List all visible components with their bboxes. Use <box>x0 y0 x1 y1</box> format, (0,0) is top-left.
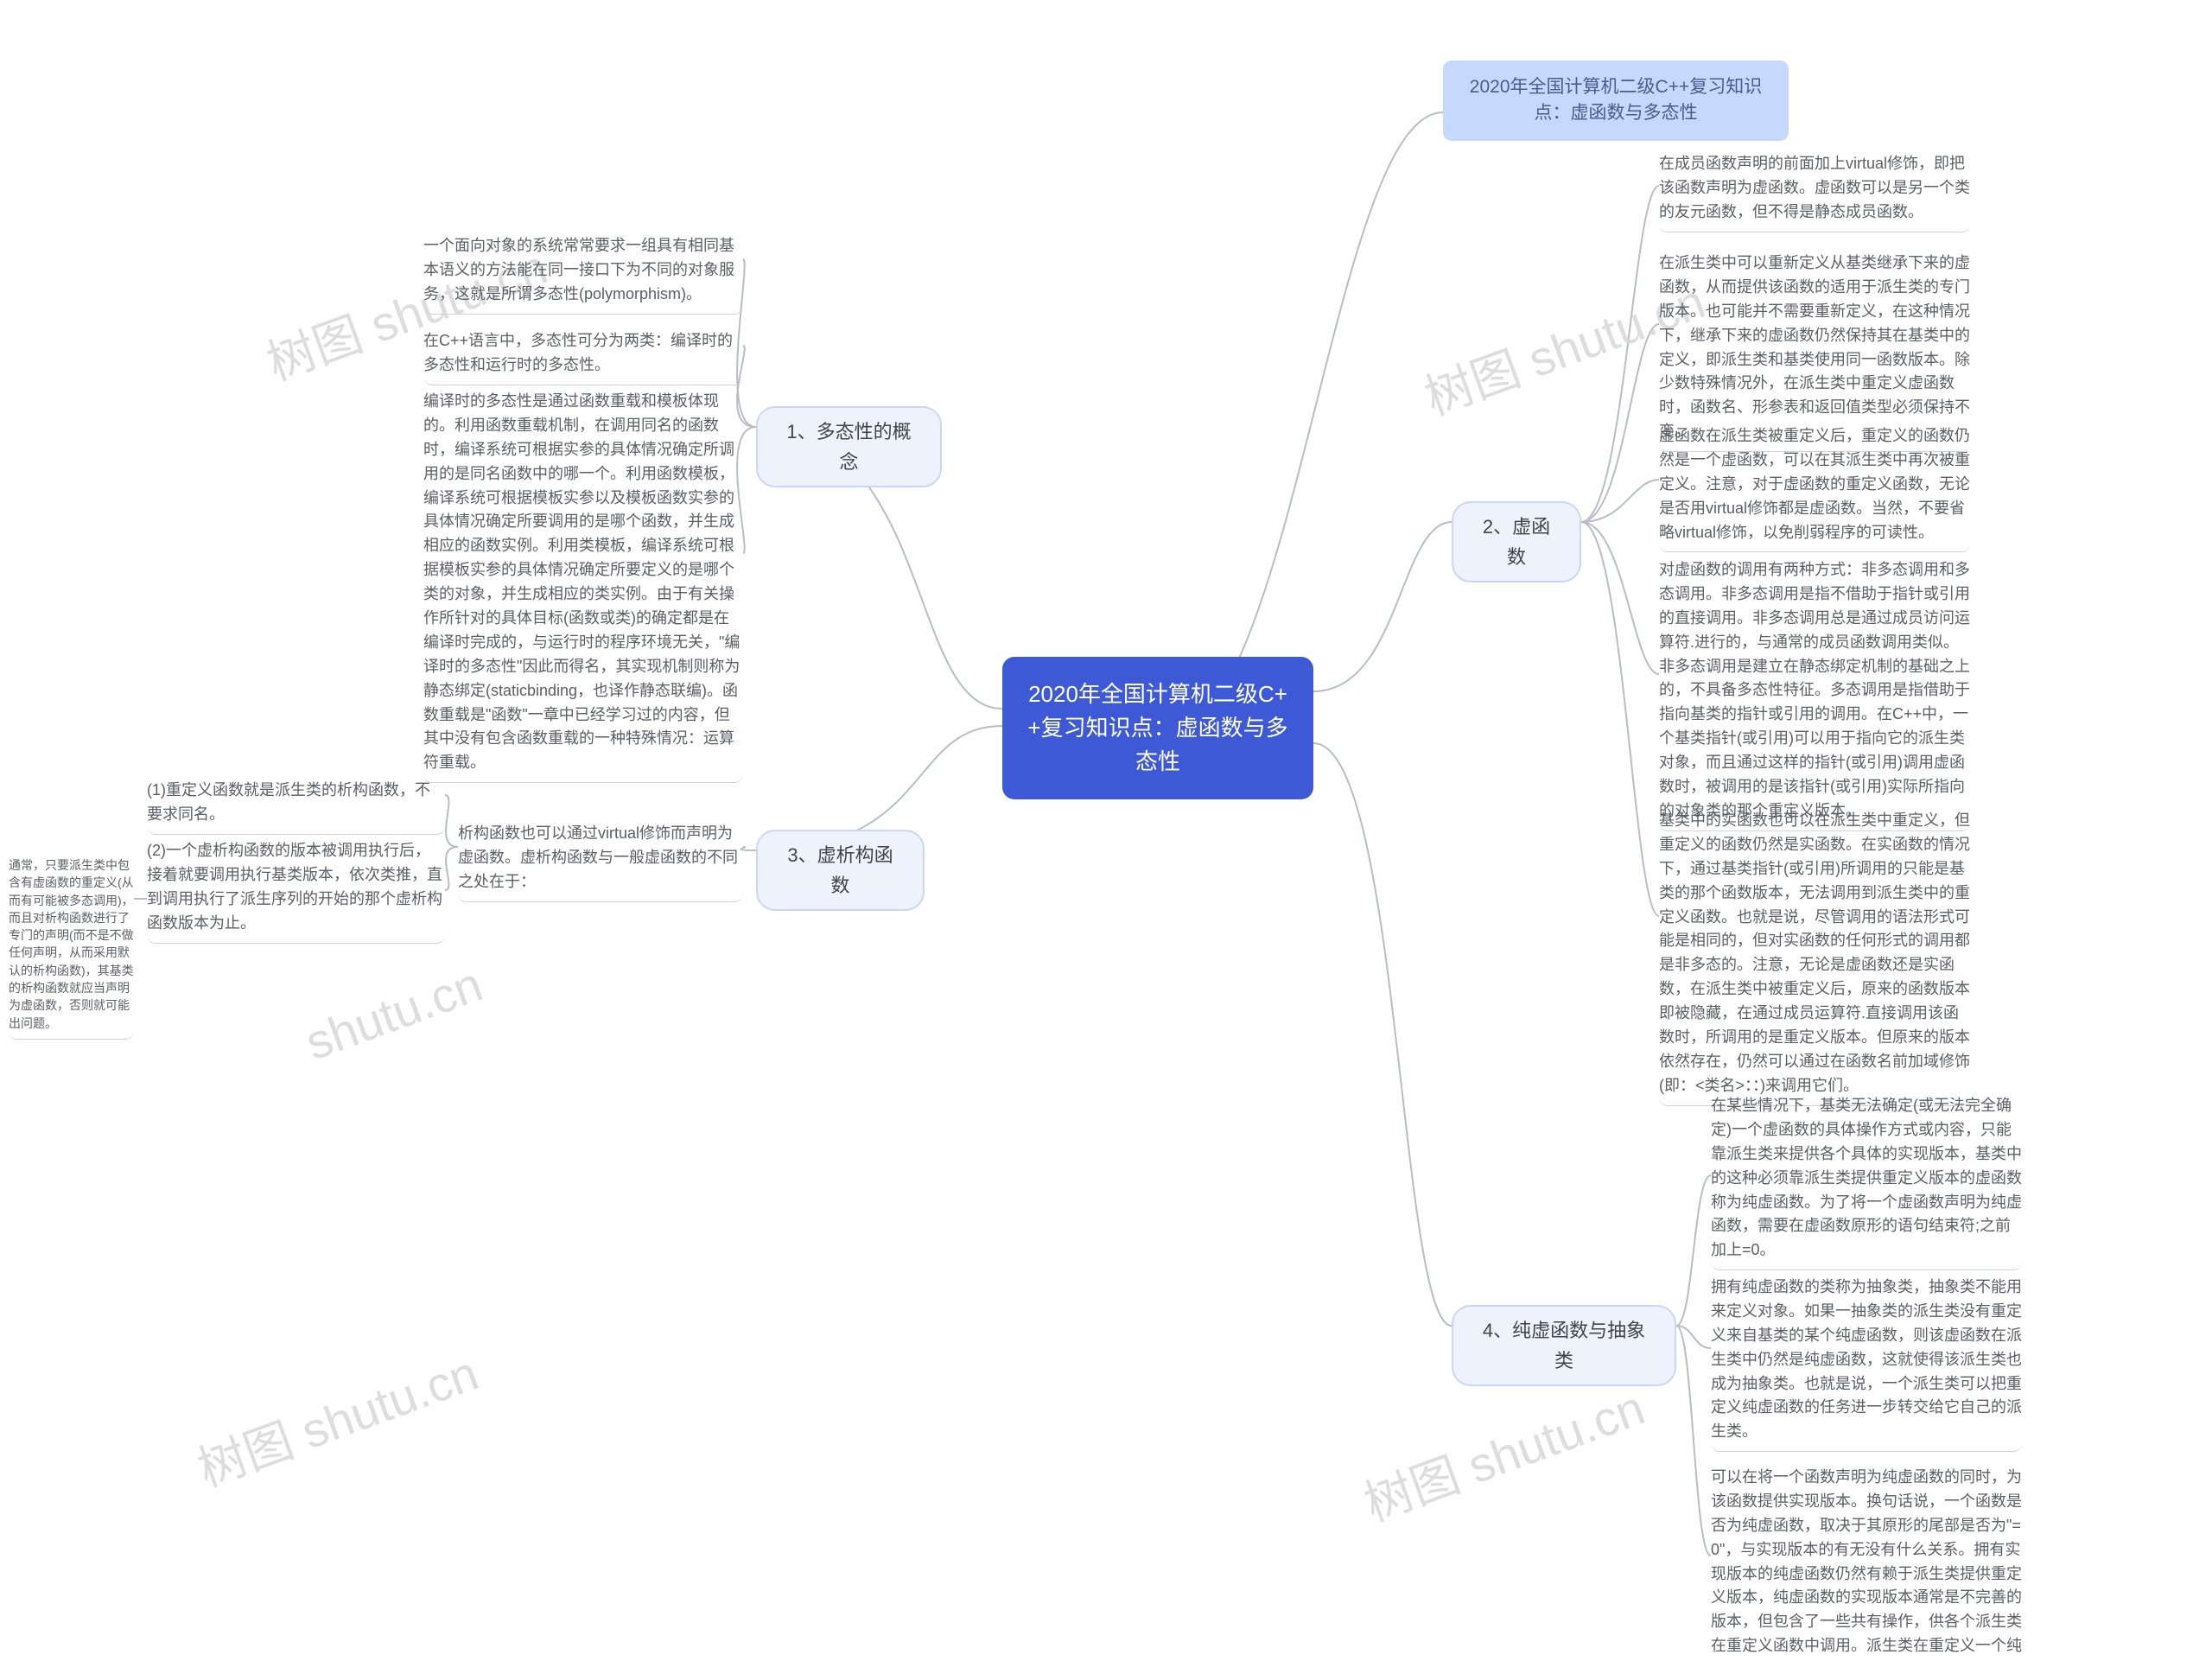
title-node[interactable]: 2020年全国计算机二级C++复习知识点：虚函数与多态性 <box>1443 60 1789 141</box>
leaf-text: 编译时的多态性是通过函数重载和模板体现的。利用函数重载机制，在调用同名的函数时，… <box>423 385 743 783</box>
leaf-text: 析构函数也可以通过virtual修饰而声明为虚函数。虚析构函数与一般虚函数的不同… <box>458 817 743 902</box>
root-node[interactable]: 2020年全国计算机二级C++复习知识点：虚函数与多态性 <box>1002 657 1313 799</box>
branch-polymorphism[interactable]: 1、多态性的概念 <box>756 406 942 487</box>
branch-virtual-function[interactable]: 2、虚函数 <box>1452 501 1581 582</box>
leaf-text: 在C++语言中，多态性可分为两类：编译时的多态性和运行时的多态性。 <box>423 324 743 385</box>
leaf-text: 拥有纯虚函数的类称为抽象类，抽象类不能用来定义对象。如果一抽象类的派生类没有重定… <box>1711 1270 2022 1452</box>
leaf-text: 在成员函数声明的前面加上virtual修饰，即把该函数声明为虚函数。虚函数可以是… <box>1659 147 1970 232</box>
branch-virtual-destructor[interactable]: 3、虚析构函数 <box>756 830 925 911</box>
branch-pure-virtual[interactable]: 4、纯虚函数与抽象类 <box>1452 1305 1676 1386</box>
leaf-text: 一个面向对象的系统常常要求一组具有相同基本语义的方法能在同一接口下为不同的对象服… <box>423 229 743 315</box>
leaf-text: 对虚函数的调用有两种方式：非多态调用和多态调用。非多态调用是指不借助于指针或引用… <box>1659 553 1970 831</box>
leaf-text: (2)一个虚析构函数的版本被调用执行后，接着就要调用执行基类版本，依次类推，直到… <box>147 834 445 944</box>
leaf-text: 基类中的实函数也可以在派生类中重定义，但重定义的函数仍然是实函数。在实函数的情况… <box>1659 804 1970 1106</box>
leaf-text: 在某些情况下，基类无法确定(或无法完全确定)一个虚函数的具体操作方式或内容，只能… <box>1711 1089 2022 1270</box>
leaf-text: 虚函数在派生类被重定义后，重定义的函数仍然是一个虚函数，可以在其派生类中再次被重… <box>1659 419 1970 552</box>
leaf-text: (1)重定义函数就是派生类的析构函数，不要求同名。 <box>147 773 445 835</box>
leaf-text: 可以在将一个函数声明为纯虚函数的同时，为该函数提供实现版本。换句话说，一个函数是… <box>1711 1461 2022 1661</box>
leaf-text: 通常，只要派生类中包含有虚函数的重定义(从而有可能被多态调用)，而且对析构函数进… <box>9 851 134 1040</box>
